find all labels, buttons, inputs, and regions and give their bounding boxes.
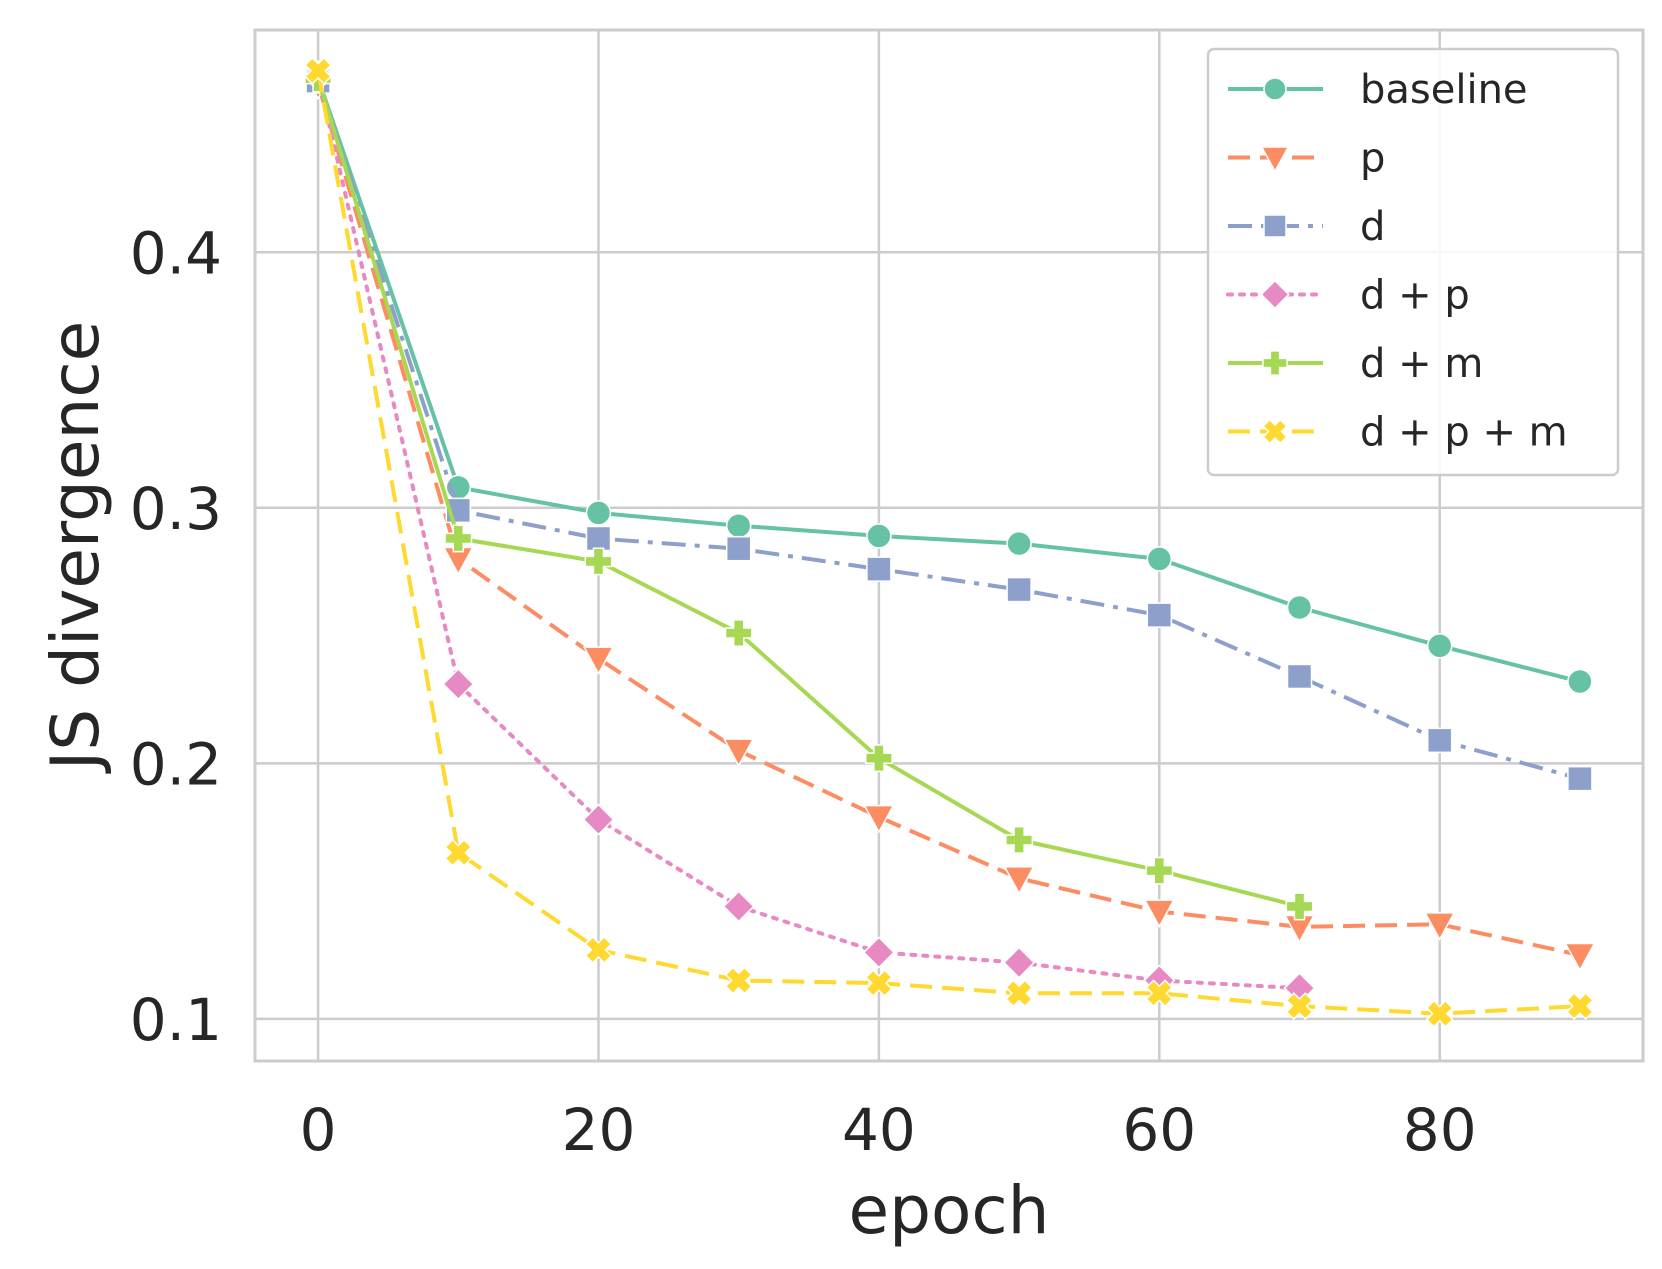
point-marker (442, 668, 475, 701)
series-line (316, 70, 1581, 1016)
series-layer (302, 56, 1596, 1028)
point-marker (1564, 942, 1596, 972)
point-marker (1424, 912, 1456, 941)
legend-label: d + p (1360, 273, 1470, 319)
point-marker (1260, 146, 1290, 173)
point-marker (1006, 576, 1032, 603)
legend: baseline pd d + p d + m d + p + m (1206, 47, 1620, 477)
point-marker (1426, 727, 1453, 754)
x-tick-label: 60 (1122, 1096, 1196, 1164)
point-marker (1567, 765, 1593, 792)
point-marker (1145, 856, 1174, 885)
point-marker (582, 803, 615, 836)
point-marker (1003, 866, 1035, 895)
point-marker (723, 738, 755, 768)
plot-frame (253, 28, 1645, 1063)
y-tick-label: 0.1 (130, 986, 222, 1054)
x-tick-label: 20 (562, 1096, 636, 1164)
point-marker (725, 535, 752, 562)
point-marker (725, 512, 752, 539)
point-marker (444, 838, 473, 867)
point-marker (1145, 979, 1174, 1008)
series-line (316, 77, 1300, 909)
point-marker (866, 556, 892, 582)
legend-item: baseline (1228, 67, 1528, 113)
point-marker (585, 500, 612, 526)
point-marker (1565, 992, 1594, 1021)
series-line (316, 83, 1581, 957)
point-marker (724, 619, 753, 647)
point-marker (863, 804, 895, 834)
point-marker (1260, 279, 1290, 310)
legend-label: d + m (1360, 341, 1483, 387)
point-marker (1005, 979, 1034, 1008)
legend-label: baseline (1360, 67, 1528, 113)
series-line (316, 74, 1302, 991)
point-marker (864, 969, 893, 998)
point-marker (582, 646, 615, 676)
point-marker (1425, 999, 1454, 1028)
point-marker (724, 966, 753, 995)
point-marker (1146, 602, 1173, 628)
point-marker (1263, 77, 1287, 101)
point-marker (1143, 899, 1175, 929)
y-axis-title: JS divergence (37, 321, 114, 774)
series-line (316, 77, 1581, 684)
point-marker (304, 56, 333, 85)
legend-item: d + p + m (1228, 410, 1568, 456)
point-marker (1262, 350, 1288, 376)
legend-item: d + p (1226, 273, 1470, 319)
point-marker (1262, 418, 1288, 445)
point-marker (1285, 892, 1314, 921)
point-marker (722, 890, 755, 923)
point-marker (1005, 826, 1034, 854)
x-tick-label: 40 (842, 1096, 916, 1164)
series-d-m (304, 64, 1314, 921)
point-marker (1003, 946, 1036, 979)
legend-label: p (1360, 136, 1385, 182)
x-axis-title: epoch (849, 1172, 1050, 1249)
legend-item: d + m (1228, 341, 1483, 387)
point-marker (1286, 594, 1313, 621)
y-tick-label: 0.3 (130, 475, 222, 543)
legend-item: p (1228, 136, 1385, 182)
series-d (305, 68, 1593, 792)
legend-label: d (1360, 204, 1385, 250)
point-marker (864, 744, 893, 773)
point-marker (1286, 663, 1313, 690)
point-marker (1146, 546, 1173, 572)
y-tick-label: 0.4 (130, 219, 222, 287)
point-marker (862, 936, 895, 969)
x-tick-label: 0 (300, 1096, 337, 1164)
y-tick-label: 0.2 (130, 730, 222, 798)
point-marker (1006, 530, 1032, 557)
point-marker (866, 523, 892, 549)
point-marker (585, 525, 612, 552)
x-tick-label: 80 (1403, 1096, 1477, 1164)
point-marker (1426, 633, 1453, 659)
series-line (316, 80, 1581, 781)
point-marker (1263, 214, 1287, 238)
point-marker (1285, 992, 1314, 1021)
point-marker (444, 524, 473, 553)
point-marker (1567, 668, 1593, 695)
legend-label: d + p + m (1360, 410, 1568, 456)
point-marker (584, 935, 613, 964)
tick-label-layer: 0 20 40 60 80 0.1 0.2 0.3 0.4 (130, 219, 1477, 1164)
point-marker (584, 547, 613, 576)
legend-item: d (1228, 204, 1385, 250)
series-d-p-m (304, 56, 1594, 1028)
